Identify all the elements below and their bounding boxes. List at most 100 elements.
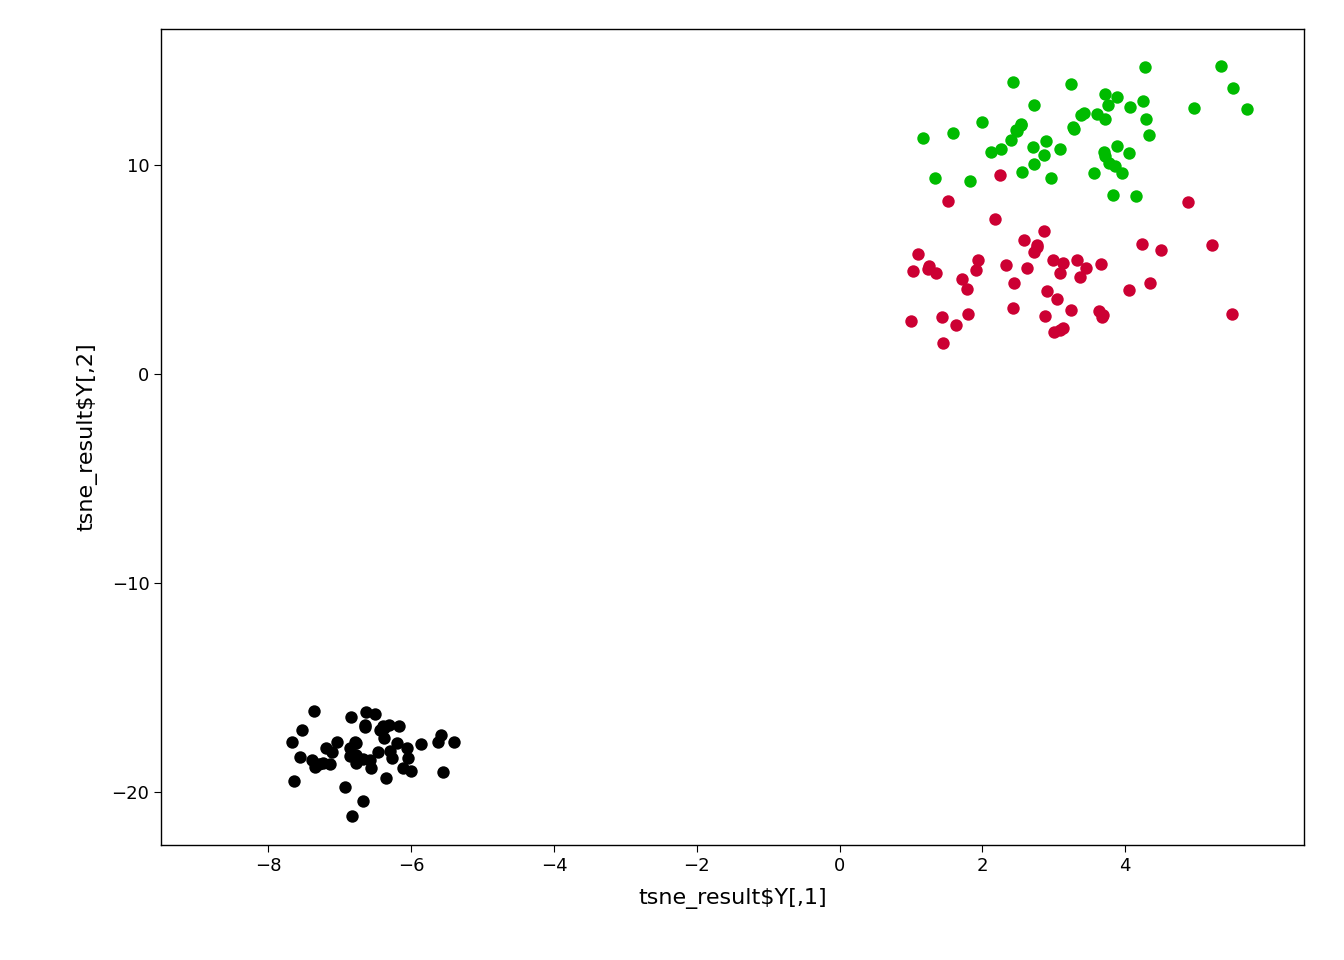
- Point: [374, 720, 395, 735]
- Point: [925, 266, 946, 281]
- Point: [984, 211, 1005, 227]
- Point: [374, 730, 395, 745]
- Point: [1106, 89, 1128, 105]
- Point: [345, 755, 367, 770]
- Point: [1036, 283, 1058, 299]
- Point: [996, 257, 1017, 273]
- Point: [289, 749, 310, 764]
- Point: [1052, 255, 1074, 271]
- Point: [321, 745, 343, 760]
- Point: [1134, 60, 1156, 75]
- Point: [352, 751, 374, 766]
- Point: [1034, 148, 1055, 163]
- Point: [355, 717, 376, 732]
- Point: [368, 744, 390, 759]
- Point: [1016, 260, 1038, 276]
- Point: [1133, 93, 1154, 108]
- Point: [352, 793, 374, 808]
- Point: [1011, 164, 1032, 180]
- Point: [1118, 282, 1140, 298]
- Point: [386, 734, 407, 750]
- Point: [398, 751, 419, 766]
- Point: [1050, 141, 1071, 156]
- Point: [410, 736, 431, 752]
- Point: [1060, 302, 1082, 318]
- Point: [1102, 187, 1124, 203]
- Point: [1070, 270, 1091, 285]
- Point: [301, 753, 323, 768]
- Point: [931, 309, 953, 324]
- Point: [375, 771, 396, 786]
- Point: [1094, 148, 1116, 163]
- Point: [304, 759, 325, 775]
- Point: [1150, 242, 1172, 257]
- Point: [355, 720, 376, 735]
- Point: [1094, 111, 1116, 127]
- Point: [1235, 102, 1257, 117]
- Point: [1023, 98, 1044, 113]
- Point: [1073, 105, 1094, 120]
- Point: [1062, 119, 1083, 134]
- Point: [1120, 99, 1141, 114]
- Point: [1011, 117, 1032, 132]
- Point: [379, 743, 401, 758]
- Point: [325, 733, 347, 749]
- Point: [1183, 100, 1204, 115]
- Point: [1111, 165, 1133, 180]
- Point: [945, 317, 966, 332]
- Point: [952, 272, 973, 287]
- Point: [1138, 128, 1160, 143]
- Point: [1200, 237, 1222, 252]
- Point: [427, 733, 449, 749]
- Point: [918, 262, 939, 277]
- Point: [364, 706, 386, 721]
- Point: [1097, 97, 1118, 112]
- Point: [1118, 145, 1140, 160]
- Point: [1106, 138, 1128, 154]
- Point: [966, 262, 988, 277]
- Point: [1091, 309, 1113, 324]
- Point: [320, 756, 341, 771]
- Point: [388, 718, 410, 733]
- Point: [1060, 76, 1082, 91]
- Point: [1023, 139, 1044, 155]
- Point: [433, 764, 454, 780]
- Point: [1025, 238, 1047, 253]
- Point: [1090, 256, 1111, 272]
- Point: [1132, 236, 1153, 252]
- Point: [1125, 188, 1146, 204]
- Point: [1094, 86, 1116, 102]
- Point: [1223, 81, 1245, 96]
- Point: [1005, 122, 1027, 137]
- Point: [1023, 245, 1044, 260]
- Point: [1048, 322, 1070, 337]
- Point: [344, 734, 366, 750]
- Point: [430, 728, 452, 743]
- Point: [1027, 239, 1048, 254]
- Point: [1094, 144, 1116, 159]
- Point: [1001, 132, 1023, 148]
- Point: [1093, 307, 1114, 323]
- Point: [907, 246, 929, 261]
- Point: [1136, 111, 1157, 127]
- Point: [359, 753, 380, 768]
- Point: [1034, 308, 1055, 324]
- Point: [345, 748, 367, 763]
- Point: [380, 751, 402, 766]
- Point: [1071, 108, 1093, 123]
- Point: [942, 126, 964, 141]
- Point: [1177, 194, 1199, 209]
- Point: [980, 145, 1001, 160]
- Point: [1040, 171, 1062, 186]
- Point: [341, 808, 363, 824]
- Point: [290, 723, 312, 738]
- Point: [933, 336, 954, 351]
- Point: [957, 306, 978, 322]
- Point: [444, 734, 465, 750]
- Point: [1043, 324, 1064, 340]
- Point: [1086, 106, 1107, 121]
- Point: [968, 252, 989, 268]
- Point: [913, 131, 934, 146]
- Point: [333, 780, 355, 795]
- Point: [1011, 116, 1032, 132]
